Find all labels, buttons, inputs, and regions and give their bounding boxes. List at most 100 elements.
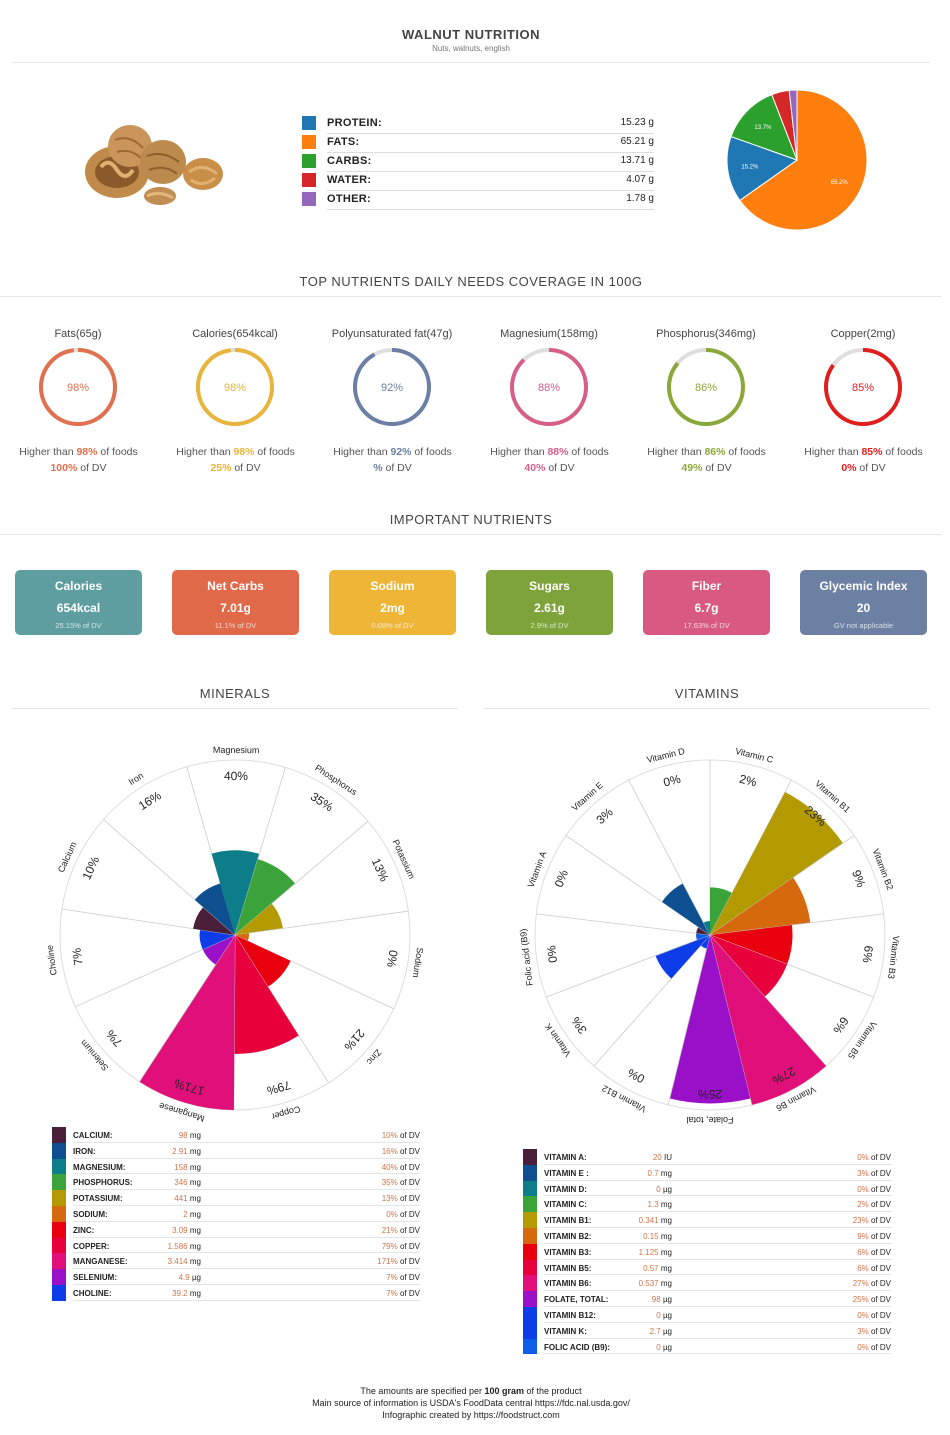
color-swatch <box>52 1174 66 1191</box>
ring-footnote: Higher than 92% of foods% of DV <box>314 444 471 476</box>
polar-value-label: 6% <box>860 945 876 964</box>
vitamins-divider <box>484 708 930 709</box>
ring-footnote: Higher than 98% of foods 25% of DV <box>157 444 314 476</box>
nutrient-dv: 6% of DV <box>857 1264 891 1273</box>
dv-number: 2% <box>857 1200 869 1210</box>
dv-value: 49% <box>681 462 703 474</box>
amount-unit: mg <box>660 1200 672 1210</box>
amount-unit: mg <box>189 1289 201 1298</box>
polar-bar-vitamin-b2 <box>710 877 811 935</box>
polar-category-label: Vitamin B3 <box>886 935 901 979</box>
amount-number: 0 <box>656 1342 661 1352</box>
card-dv: 11.1% of DV <box>214 621 257 630</box>
polar-spoke <box>709 913 884 936</box>
color-swatch <box>523 1338 537 1355</box>
color-swatch <box>52 1127 66 1143</box>
amount-number: 2.91 <box>172 1146 188 1156</box>
table-row: FOLATE, TOTAL: 98 µg 25% of DV <box>523 1291 891 1307</box>
table-row: VITAMIN K: 2.7 µg 3% of DV <box>523 1322 891 1339</box>
pie-slice-protein <box>726 135 799 202</box>
nutrient-name: SODIUM: <box>73 1210 108 1219</box>
ring-chart: 88% <box>510 348 588 426</box>
table-row: ZINC: 3.09 mg 21% of DV <box>52 1221 420 1238</box>
polar-bar-vitamin-b6 <box>710 935 827 1105</box>
amount-unit: µg <box>662 1342 672 1352</box>
row-line <box>544 1211 891 1213</box>
amount-unit: mg <box>660 1168 672 1178</box>
polar-bar-vitamin-b1 <box>710 791 843 935</box>
ring-title: Calories(654kcal) <box>192 328 278 340</box>
text: of foods <box>97 446 138 458</box>
amount-unit: mg <box>189 1225 201 1235</box>
table-row: IRON: 2.91 mg 16% of DV <box>52 1142 420 1159</box>
table-row: VITAMIN C: 1.3 mg 2% of DV <box>523 1196 891 1213</box>
amount-number: 3.09 <box>172 1225 188 1235</box>
row-line <box>544 1305 891 1307</box>
ring-title: Copper(2mg) <box>830 328 896 340</box>
dv-unit: of DV <box>870 1232 891 1241</box>
table-row: PHOSPHORUS: 346 mg 35% of DV <box>52 1174 420 1191</box>
nutrient-amount: 2 mg <box>121 1210 201 1219</box>
text: of foods <box>882 446 923 458</box>
macro-value: 4.07 g <box>626 174 654 185</box>
nutrient-dv: 79% of DV <box>382 1242 420 1251</box>
amount-number: 1.586 <box>167 1241 188 1251</box>
dv-number: 171% <box>377 1257 398 1267</box>
macro-value: 13.71 g <box>620 155 654 166</box>
ring-percent: 92% <box>381 382 403 394</box>
row-line <box>327 133 654 134</box>
polar-bar-vitamin-k <box>655 935 710 979</box>
card-label: Glycemic Index <box>819 579 908 593</box>
dv-number: 7% <box>386 1273 398 1283</box>
section-divider <box>0 296 942 297</box>
ring-footnote: Higher than 85% of foods 0% of DV <box>785 444 942 476</box>
amount-unit: mg <box>660 1247 672 1257</box>
nutrient-amount: 0 µg <box>592 1185 672 1194</box>
row-line <box>73 1204 420 1206</box>
amount-number: 0.57 <box>643 1263 659 1273</box>
ring-progress <box>510 348 588 426</box>
row-line <box>73 1252 420 1254</box>
nutrient-dv: 7% of DV <box>386 1289 420 1298</box>
amount-unit: mg <box>189 1178 201 1188</box>
ring-chart: 98% <box>39 348 117 426</box>
color-swatch <box>52 1206 66 1222</box>
ring-title: Fats(65g) <box>54 328 102 340</box>
row-line <box>327 190 654 191</box>
nutrient-dv: 16% of DV <box>382 1147 420 1156</box>
row-line <box>73 1236 420 1238</box>
nutrient-name: VITAMIN B5: <box>544 1263 592 1273</box>
amount-number: 0.7 <box>647 1168 659 1178</box>
text: Higher than <box>176 446 234 458</box>
nutrient-name: COPPER: <box>73 1241 110 1251</box>
polar-value-label: 2% <box>738 772 759 790</box>
dv-number: 27% <box>852 1279 869 1289</box>
polar-bar-calcium <box>193 907 235 935</box>
nutrient-amount: 98 mg <box>121 1131 201 1140</box>
nutrient-name: VITAMIN E : <box>544 1168 589 1178</box>
row-line <box>73 1268 420 1270</box>
macro-row-water: WATER: 4.07 g <box>302 172 654 191</box>
polar-spoke <box>565 835 711 936</box>
dv-unit: of DV <box>870 1184 891 1194</box>
card-value: 2mg <box>380 601 405 615</box>
dv-unit: of DV <box>870 1153 891 1162</box>
polar-bar-potassium <box>235 903 283 935</box>
amount-unit: µg <box>191 1273 201 1283</box>
macro-label: CARBS: <box>327 155 372 167</box>
card-value: 20 <box>856 601 871 615</box>
table-row: MANGANESE: 3.414 mg 171% of DV <box>52 1253 420 1270</box>
dv-unit: of DV <box>870 1200 891 1210</box>
polar-category-label: Vitamin D <box>646 746 687 765</box>
text: Higher than <box>647 446 705 458</box>
ring-footnote: Higher than 88% of foods 40% of DV <box>471 444 628 476</box>
nutrient-dv: 3% of DV <box>857 1327 891 1336</box>
amount-unit: mg <box>189 1162 201 1172</box>
table-row: VITAMIN E :0.7 mg 3% of DV <box>523 1164 891 1181</box>
nutrient-dv: 171% of DV <box>377 1257 420 1266</box>
ring-title: Polyunsaturated fat(47g) <box>331 328 453 340</box>
nutrient-name: PHOSPHORUS: <box>73 1178 133 1188</box>
section-divider <box>0 534 942 535</box>
dv-unit: of DV <box>870 1247 891 1257</box>
amount-unit: µg <box>662 1295 672 1305</box>
